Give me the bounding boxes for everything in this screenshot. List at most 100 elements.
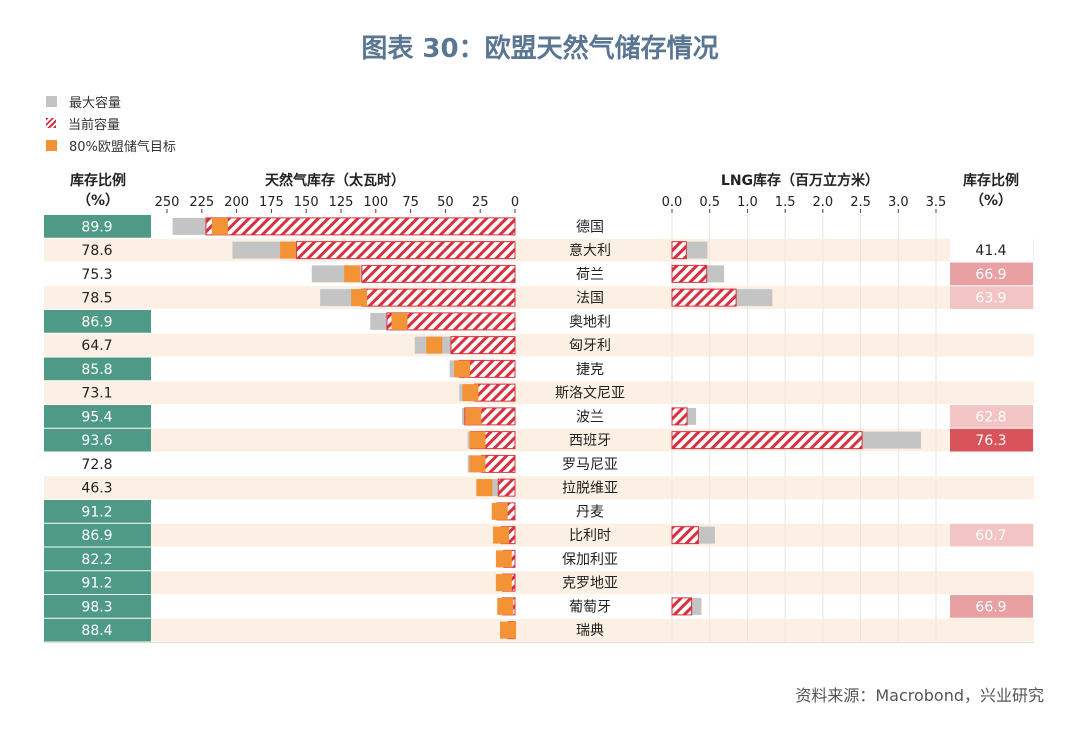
gas-tick-label: 200: [224, 195, 249, 210]
gas-target-marker: [280, 241, 297, 259]
gas-tick-label: 50: [437, 195, 454, 210]
gas-current-bar: [361, 264, 516, 283]
country-label: 葡萄牙: [569, 599, 611, 615]
legend-label-target: 80%欧盟储气目标: [69, 139, 176, 155]
gas-axis-title: 天然气库存（太瓦时）: [265, 173, 405, 189]
gas-target-marker: [426, 336, 443, 354]
left-ratio-value: 95.4: [81, 409, 112, 425]
lng-current-bar: [671, 526, 699, 545]
left-ratio-value: 86.9: [81, 314, 112, 330]
gas-target-marker: [344, 265, 361, 283]
country-label: 比利时: [569, 528, 611, 544]
left-ratio-value: 72.8: [81, 457, 112, 473]
gas-current-bar: [474, 383, 516, 402]
right-ratio-cell: [950, 405, 1033, 428]
right-ratio-cell: [950, 286, 1033, 309]
right-ratio-cell: [950, 238, 1033, 262]
lng-tick-label: 3.0: [888, 195, 909, 210]
gas-target-marker: [500, 621, 517, 639]
legend-label-current: 当前容量: [68, 117, 121, 133]
lng-tick-label: 3.5: [926, 195, 947, 210]
left-ratio-value: 78.5: [81, 291, 112, 307]
right-ratio-value: 76.3: [975, 433, 1006, 449]
country-label: 德国: [576, 219, 604, 235]
gas-tick-label: 150: [294, 195, 319, 210]
chart-title: 图表 30：欧盟天然气储存情况: [361, 34, 719, 64]
lng-axis-title: LNG库存（百万立方米）: [720, 173, 880, 189]
gas-target-marker: [491, 502, 508, 520]
country-label: 意大利: [569, 242, 611, 259]
left-ratio-value: 86.9: [81, 528, 112, 544]
lng-current-bar: [671, 264, 708, 283]
row-band: [44, 381, 1034, 404]
legend-swatch-current: [46, 118, 56, 128]
left-ratio-value: 82.2: [81, 552, 112, 568]
left-ratio-cell: [44, 618, 151, 642]
lng-current-bar: [671, 288, 737, 307]
gas-target-marker: [469, 431, 486, 449]
left-ratio-value: 73.1: [81, 386, 112, 402]
gas-tick-label: 0: [511, 195, 519, 210]
row-band: [44, 523, 1034, 547]
row-band: [44, 238, 1034, 262]
left-ratio-cell: [44, 405, 151, 428]
row-band: [44, 357, 1034, 381]
lng-tick-label: 2.5: [850, 195, 871, 210]
gas-target-marker: [476, 479, 493, 497]
row-band: [44, 262, 1034, 286]
right-ratio-value: 66.9: [975, 267, 1006, 283]
right-ratio-header: 库存比例 （%）: [945, 170, 1037, 210]
gas-current-bar: [450, 336, 516, 355]
left-ratio-value: 75.3: [81, 267, 112, 283]
left-ratio-value: 88.4: [81, 623, 112, 639]
legend-swatch-target: [46, 139, 57, 151]
left-ratio-value: 91.2: [81, 504, 112, 520]
right-ratio-value: 41.4: [975, 243, 1006, 259]
right-ratio-cell: [950, 595, 1033, 618]
gas-target-marker: [495, 574, 512, 592]
lng-tick-label: 2.0: [813, 195, 834, 210]
lng-tick-label: 0.0: [662, 195, 683, 210]
left-ratio-cell: [44, 595, 151, 618]
row-band: [44, 286, 1034, 309]
gas-target-marker: [391, 312, 408, 330]
source-note: 资料来源：Macrobond，兴业研究: [795, 686, 1044, 705]
right-ratio-value: 60.7: [975, 528, 1006, 544]
gas-target-marker: [351, 289, 368, 307]
country-label: 波兰: [576, 409, 604, 425]
gas-tick-label: 100: [363, 195, 388, 210]
row-band: [44, 452, 1034, 476]
lng-current-bar: [671, 597, 693, 616]
country-label: 罗马尼亚: [562, 457, 618, 473]
left-ratio-value: 91.2: [81, 576, 112, 592]
right-ratio-cell: [950, 262, 1033, 286]
row-band: [44, 500, 1034, 523]
gas-current-bar: [497, 478, 516, 497]
right-ratio-header-line2: （%）: [969, 193, 1013, 209]
country-label: 荷兰: [576, 267, 604, 283]
legend-swatch-max: [46, 95, 57, 107]
country-label: 匈牙利: [569, 338, 611, 354]
gas-target-marker: [493, 526, 510, 544]
gas-tick-label: 225: [189, 195, 214, 210]
country-label: 克罗地亚: [562, 576, 618, 592]
gas-current-bar: [386, 312, 516, 331]
country-label: 保加利亚: [562, 552, 618, 568]
left-ratio-value: 93.6: [81, 433, 112, 449]
lng-current-bar: [671, 241, 687, 260]
left-ratio-cell: [44, 571, 151, 594]
country-label: 拉脱维亚: [562, 481, 618, 497]
gas-current-bar: [205, 217, 516, 236]
gas-target-marker: [211, 217, 228, 235]
left-ratio-cell: [44, 523, 151, 547]
left-ratio-cell: [44, 547, 151, 571]
right-ratio-value: 66.9: [975, 599, 1006, 615]
gas-tick-label: 75: [402, 195, 419, 210]
gas-target-marker: [497, 597, 514, 615]
gas-tick-label: 250: [155, 195, 180, 210]
legend-label-max: 最大容量: [69, 95, 122, 111]
left-ratio-value: 85.8: [81, 362, 112, 378]
legend-item-target: 80%欧盟储气目标: [46, 134, 176, 156]
row-band: [44, 333, 1034, 357]
country-label: 西班牙: [569, 433, 611, 449]
